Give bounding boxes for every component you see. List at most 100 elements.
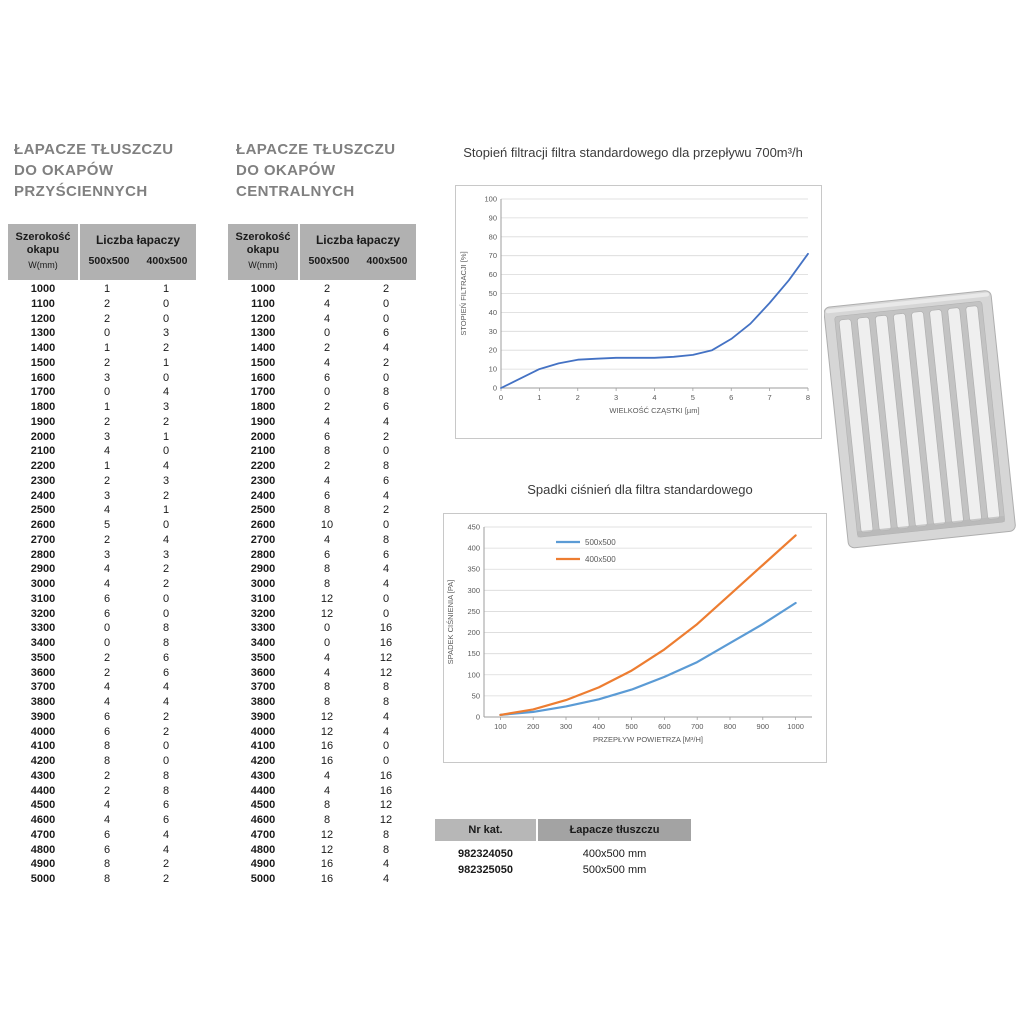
width-cell: 2400: [250, 489, 276, 502]
count-cell: 8: [382, 460, 390, 472]
title-line: DO OKAPÓW: [236, 162, 336, 179]
count-cell: 2: [162, 725, 170, 738]
width-cell: 2100: [250, 445, 276, 458]
count-cell: 8: [162, 784, 170, 797]
width-cell: 4900: [250, 858, 276, 871]
count-cell: 3: [162, 327, 170, 340]
table-row: 3200 12 0: [228, 607, 416, 622]
count-cell: 0: [382, 312, 390, 325]
width-cell: 4100: [250, 740, 276, 753]
series-400x500: [499, 534, 797, 716]
catalog-row: 982324050 400x500 mm: [435, 846, 691, 862]
width-cell: 2300: [250, 474, 276, 487]
width-cell: 1900: [250, 415, 276, 428]
table-row: 4600 8 12: [228, 813, 416, 828]
count-cell: 2: [103, 651, 111, 664]
width-cell: 4800: [250, 843, 276, 856]
title-line: DO OKAPÓW: [14, 162, 114, 179]
table-row: 1900 4 4: [228, 415, 416, 430]
width-cell: 2600: [30, 519, 56, 531]
count-cell: 0: [323, 637, 331, 649]
width-cell: 2500: [250, 504, 276, 517]
table-row: 4600 4 6: [8, 813, 196, 828]
table-row: 3300 0 16: [228, 621, 416, 636]
width-cell: 2000: [30, 430, 56, 443]
width-cell: 3800: [250, 696, 276, 708]
count-cell: 2: [382, 356, 390, 369]
table-row: 4800 12 8: [228, 843, 416, 858]
table-row: 4800 6 4: [8, 843, 196, 858]
table-row: 2600 10 0: [228, 518, 416, 533]
count-cell: 8: [323, 814, 331, 826]
group-label: Liczba łapaczy: [95, 233, 181, 247]
x-tick-label: 1: [537, 393, 541, 402]
table-row: 4900 8 2: [8, 857, 196, 872]
count-cell: 4: [103, 681, 111, 694]
table-row: 3900 12 4: [228, 710, 416, 725]
width-cell: 4000: [250, 725, 276, 738]
legend-label: 400x500: [585, 555, 616, 564]
width-cell: 1100: [31, 297, 55, 310]
width-cell: 2700: [30, 533, 56, 546]
count-cell: 16: [379, 769, 393, 782]
grease-trap-header: Łapacze tłuszczu: [538, 819, 691, 841]
width-cell: 1800: [250, 401, 276, 413]
count-cell: 8: [323, 681, 331, 694]
y-tick-label: 350: [467, 565, 480, 574]
count-cell: 2: [162, 710, 170, 723]
count-cell: 6: [103, 607, 111, 620]
count-cell: 12: [379, 666, 393, 679]
table-row: 3800 4 4: [8, 695, 196, 710]
count-cell: 0: [382, 740, 390, 753]
table-row: 2000 3 1: [8, 430, 196, 445]
table-row: 3800 8 8: [228, 695, 416, 710]
table-row: 4400 4 16: [228, 784, 416, 799]
count-cell: 8: [103, 873, 111, 885]
width-cell: 3700: [250, 681, 276, 694]
header-text: W(mm): [248, 260, 278, 270]
width-cell: 2200: [30, 460, 56, 472]
table-row: 2300 2 3: [8, 474, 196, 489]
count-cell: 2: [162, 342, 170, 354]
count-cell: 6: [323, 371, 331, 384]
x-tick-label: 7: [768, 393, 772, 402]
y-tick-label: 250: [467, 607, 480, 616]
count-cell: 0: [103, 386, 111, 399]
table-row: 2200 2 8: [228, 459, 416, 474]
table-row: 4200 8 0: [8, 754, 196, 769]
y-tick-label: 70: [489, 251, 497, 260]
count-cell: 8: [162, 637, 170, 649]
count-cell: 2: [103, 297, 111, 310]
count-cell: 8: [382, 828, 390, 841]
count-cell: 16: [320, 755, 334, 767]
count-cell: 4: [323, 415, 331, 428]
width-cell: 1000: [30, 283, 56, 295]
count-cell: 8: [323, 799, 331, 812]
count-cell: 0: [323, 622, 331, 635]
width-cell: 2000: [250, 430, 276, 443]
count-cell: 4: [323, 356, 331, 369]
count-cell: 6: [162, 814, 170, 826]
table-row: 2800 6 6: [228, 548, 416, 563]
table-row: 3500 2 6: [8, 651, 196, 666]
table-row: 3600 2 6: [8, 666, 196, 681]
subcol-500x500: 500x500: [88, 255, 130, 267]
count-cell: 6: [382, 327, 390, 340]
count-cell: 6: [323, 489, 331, 502]
count-cell: 12: [320, 592, 334, 605]
central-hoods-table: Szerokość okapu W(mm) Liczba łapaczy 500…: [228, 224, 416, 887]
count-cell: 0: [162, 607, 170, 620]
table-row: 1100 2 0: [8, 297, 196, 312]
count-cell: 4: [382, 342, 390, 354]
table-row: 2100 4 0: [8, 444, 196, 459]
width-cell: 4200: [250, 755, 276, 767]
table-row: 4100 8 0: [8, 739, 196, 754]
x-tick-label: 5: [691, 393, 695, 402]
width-cell: 3600: [250, 666, 276, 679]
table-row: 1000 1 1: [8, 282, 196, 297]
width-cell: 1600: [250, 371, 276, 384]
x-tick-label: 600: [658, 722, 671, 731]
count-cell: 12: [320, 843, 334, 856]
count-cell: 6: [382, 548, 390, 561]
pressure-drop-chart-canvas: 0 50 100 150 200 250 300 350 400 450 100 200 300 400 5…: [446, 523, 812, 744]
